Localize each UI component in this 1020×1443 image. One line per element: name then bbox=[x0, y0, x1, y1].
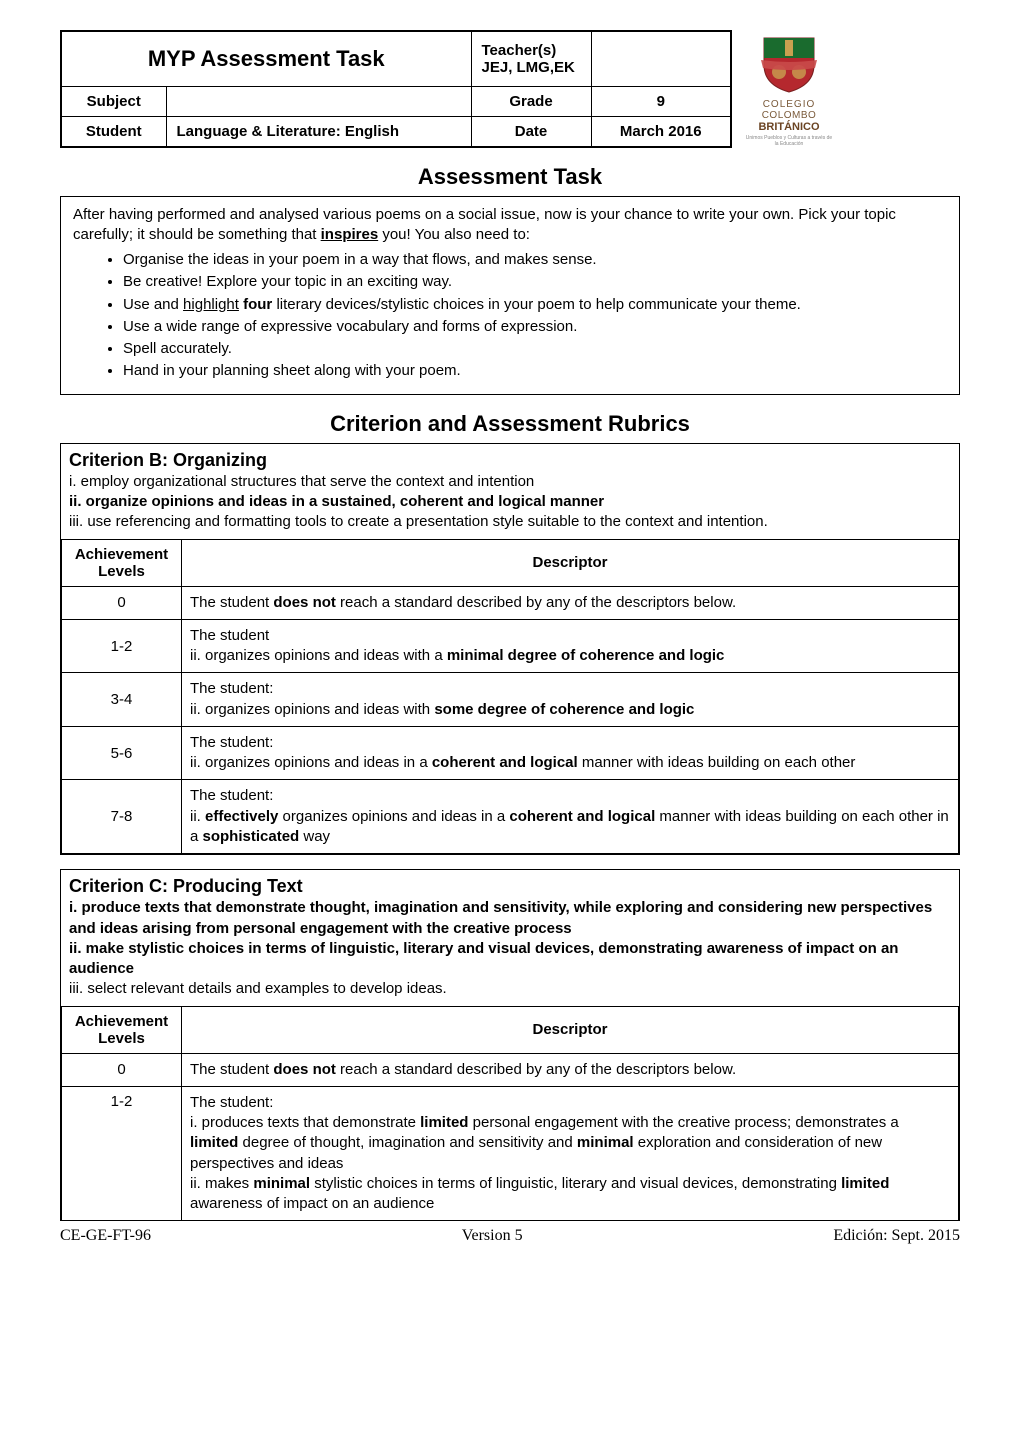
desc-cell: The student: i. produces texts that demo… bbox=[182, 1086, 959, 1221]
student-label: Student bbox=[61, 117, 166, 148]
student-value: Language & Literature: English bbox=[166, 117, 471, 148]
date-value: March 2016 bbox=[591, 117, 731, 148]
criterion-c-header: Criterion C: Producing Text i. produce t… bbox=[61, 870, 959, 1006]
teacher-value-spacer bbox=[591, 31, 731, 87]
bullet-item: Spell accurately. bbox=[123, 339, 947, 359]
grade-label: Grade bbox=[471, 87, 591, 117]
page-footer: CE-GE-FT-96 Version 5 Edición: Sept. 201… bbox=[60, 1227, 960, 1245]
bullet-item: Use and highlight four literary devices/… bbox=[123, 295, 947, 315]
footer-right: Edición: Sept. 2015 bbox=[833, 1227, 960, 1245]
level-cell: 1-2 bbox=[62, 619, 182, 673]
table-row: 0 The student does not reach a standard … bbox=[62, 1053, 959, 1086]
criterion-b-header: Criterion B: Organizing i. employ organi… bbox=[61, 444, 959, 539]
rubrics-heading: Criterion and Assessment Rubrics bbox=[60, 411, 960, 437]
criterion-b-ii: ii. organize opinions and ideas in a sus… bbox=[69, 492, 951, 512]
desc-cell: The student:ii. organizes opinions and i… bbox=[182, 673, 959, 727]
logo-subtext: Unimos Pueblos y Culturas a través de la… bbox=[744, 135, 834, 147]
criterion-b-title: Criterion B: Organizing bbox=[69, 448, 951, 472]
desc-cell: The student:ii. effectively organizes op… bbox=[182, 780, 959, 854]
bullet-item: Organise the ideas in your poem in a way… bbox=[123, 250, 947, 270]
doc-title: MYP Assessment Task bbox=[61, 31, 471, 87]
bullet-item: Hand in your planning sheet along with y… bbox=[123, 361, 947, 381]
logo-text: COLEGIO COLOMBO BRITÁNICO bbox=[744, 99, 834, 133]
table-row: 7-8 The student:ii. effectively organize… bbox=[62, 780, 959, 854]
task-heading: Assessment Task bbox=[60, 164, 960, 190]
task-intro: After having performed and analysed vari… bbox=[73, 205, 947, 244]
criterion-c-iii: iii. select relevant details and example… bbox=[69, 979, 951, 999]
subject-value bbox=[166, 87, 471, 117]
level-cell: 7-8 bbox=[62, 780, 182, 854]
grade-value: 9 bbox=[591, 87, 731, 117]
level-cell: 1-2 bbox=[62, 1086, 182, 1221]
footer-center: Version 5 bbox=[462, 1227, 523, 1245]
desc-cell: The student:ii. organizes opinions and i… bbox=[182, 726, 959, 780]
criterion-c-title: Criterion C: Producing Text bbox=[69, 874, 951, 898]
teacher-label: Teacher(s) JEJ, LMG,EK bbox=[471, 31, 591, 87]
criterion-c-box: Criterion C: Producing Text i. produce t… bbox=[60, 869, 960, 1221]
col-level: Achievement Levels bbox=[62, 539, 182, 586]
table-row: 5-6 The student:ii. organizes opinions a… bbox=[62, 726, 959, 780]
criterion-b-table: Achievement Levels Descriptor 0 The stud… bbox=[61, 539, 959, 855]
header-row: MYP Assessment Task Teacher(s) JEJ, LMG,… bbox=[60, 30, 960, 148]
level-cell: 0 bbox=[62, 1053, 182, 1086]
table-row: 1-2 The student: i. produces texts that … bbox=[62, 1086, 959, 1221]
desc-cell: The student does not reach a standard de… bbox=[182, 586, 959, 619]
criterion-c-i: i. produce texts that demonstrate though… bbox=[69, 898, 951, 939]
task-bullets: Organise the ideas in your poem in a way… bbox=[123, 250, 947, 382]
date-label: Date bbox=[471, 117, 591, 148]
criterion-b-box: Criterion B: Organizing i. employ organi… bbox=[60, 443, 960, 856]
col-level: Achievement Levels bbox=[62, 1006, 182, 1053]
criterion-b-iii: iii. use referencing and formatting tool… bbox=[69, 512, 951, 532]
task-box: After having performed and analysed vari… bbox=[60, 196, 960, 395]
level-cell: 0 bbox=[62, 586, 182, 619]
shield-icon bbox=[759, 30, 819, 95]
bullet-item: Use a wide range of expressive vocabular… bbox=[123, 317, 947, 337]
criterion-b-i: i. employ organizational structures that… bbox=[69, 472, 951, 492]
level-cell: 5-6 bbox=[62, 726, 182, 780]
school-logo: COLEGIO COLOMBO BRITÁNICO Unimos Pueblos… bbox=[744, 30, 834, 147]
footer-left: CE-GE-FT-96 bbox=[60, 1227, 151, 1245]
criterion-c-table: Achievement Levels Descriptor 0 The stud… bbox=[61, 1006, 959, 1222]
table-row: 1-2 The studentii. organizes opinions an… bbox=[62, 619, 959, 673]
desc-cell: The student does not reach a standard de… bbox=[182, 1053, 959, 1086]
col-descriptor: Descriptor bbox=[182, 1006, 959, 1053]
header-table: MYP Assessment Task Teacher(s) JEJ, LMG,… bbox=[60, 30, 732, 148]
criterion-c-ii: ii. make stylistic choices in terms of l… bbox=[69, 939, 951, 980]
subject-label: Subject bbox=[61, 87, 166, 117]
table-row: 3-4 The student:ii. organizes opinions a… bbox=[62, 673, 959, 727]
table-row: 0 The student does not reach a standard … bbox=[62, 586, 959, 619]
col-descriptor: Descriptor bbox=[182, 539, 959, 586]
desc-cell: The studentii. organizes opinions and id… bbox=[182, 619, 959, 673]
level-cell: 3-4 bbox=[62, 673, 182, 727]
bullet-item: Be creative! Explore your topic in an ex… bbox=[123, 272, 947, 292]
